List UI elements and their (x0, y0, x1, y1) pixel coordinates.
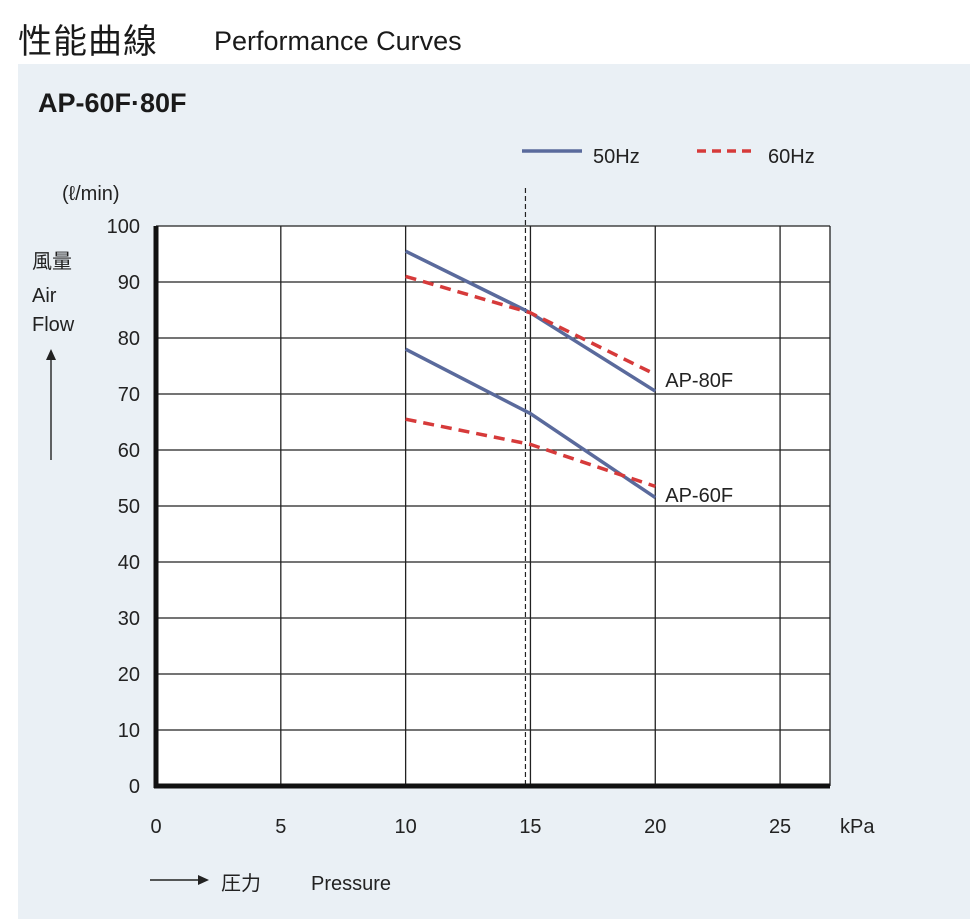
y-tick-label: 20 (118, 664, 140, 686)
y-tick-label: 50 (118, 496, 140, 518)
x-tick-label: 20 (644, 816, 666, 838)
y-tick-label: 40 (118, 552, 140, 574)
curve-label-ap-80f: AP-80F (665, 370, 733, 392)
y-tick-label: 10 (118, 720, 140, 742)
x-tick-label: 10 (395, 816, 417, 838)
y-tick-label: 100 (107, 216, 140, 238)
legend-label-50hz: 50Hz (593, 146, 640, 168)
y-label-line1: Air (32, 285, 57, 307)
x-label: Pressure (311, 873, 391, 895)
y-axis-arrow-icon (46, 349, 56, 360)
x-label-jp: 圧力 (221, 872, 261, 895)
x-axis-arrow-icon (198, 875, 209, 885)
y-tick-label: 70 (118, 384, 140, 406)
legend-label-60hz: 60Hz (768, 146, 815, 168)
curve-label-ap-60f: AP-60F (665, 485, 733, 507)
y-label-jp: 風量 (32, 251, 72, 273)
y-label-line2: Flow (32, 314, 75, 336)
page-title-jp: 性能曲線 (18, 22, 158, 62)
y-tick-label: 60 (118, 440, 140, 462)
y-tick-label: 80 (118, 328, 140, 350)
x-tick-label: 5 (275, 816, 286, 838)
model-title: AP-60F·80F (38, 88, 187, 118)
x-tick-label: 25 (769, 816, 791, 838)
x-tick-label: 15 (519, 816, 541, 838)
y-tick-label: 90 (118, 272, 140, 294)
x-tick-label: 0 (150, 816, 161, 838)
x-unit-label: kPa (840, 816, 875, 838)
y-unit-label: (ℓ/min) (62, 183, 120, 205)
y-tick-label: 30 (118, 608, 140, 630)
y-tick-label: 0 (129, 776, 140, 798)
page-title-en: Performance Curves (214, 26, 462, 56)
